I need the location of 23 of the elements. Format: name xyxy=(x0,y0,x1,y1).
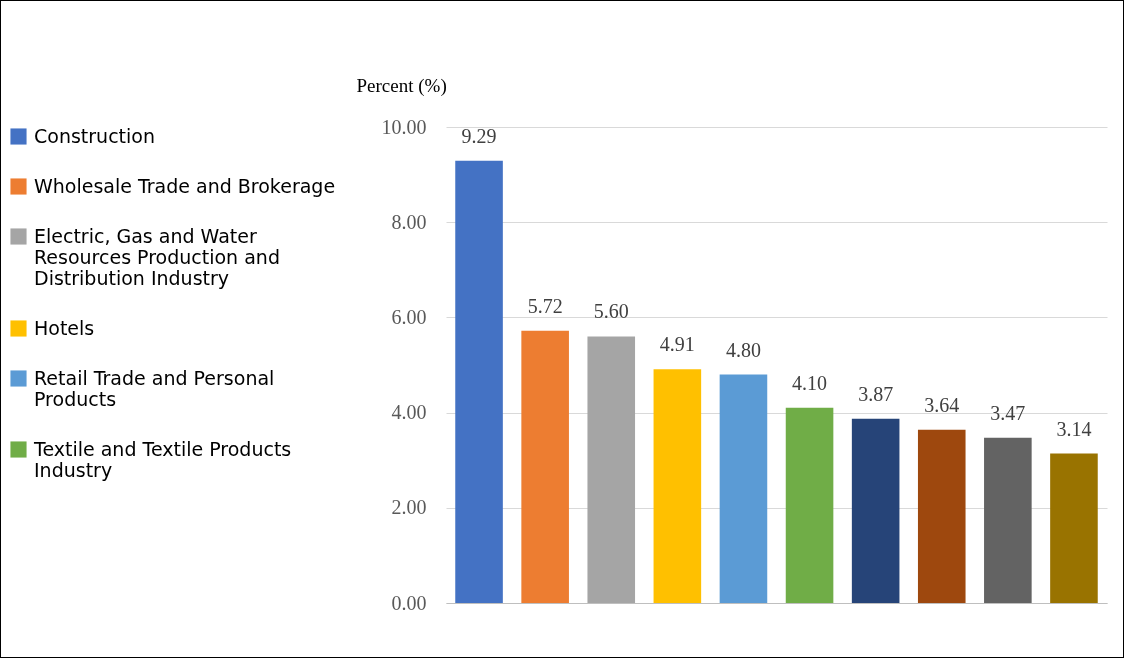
data-label: 5.72 xyxy=(527,294,563,317)
legend-label: Construction xyxy=(34,124,155,147)
y-tick-label: 6.00 xyxy=(391,305,427,328)
data-label: 4.91 xyxy=(659,333,695,356)
legend-label: Electric, Gas and Water Resources Production and Distribution Industry xyxy=(34,224,280,289)
data-label: 3.14 xyxy=(1056,417,1092,440)
legend-label: Wholesale Trade and Brokerage xyxy=(34,174,336,197)
legend-label: Textile and Textile Products Industry xyxy=(33,437,292,481)
data-label: 5.60 xyxy=(593,300,629,323)
y-axis-title: Percent (%) xyxy=(356,74,447,97)
data-label: 4.10 xyxy=(792,371,828,394)
y-tick-label: 0.00 xyxy=(391,591,427,614)
y-tick-label: 10.00 xyxy=(381,115,427,138)
y-tick-label: 2.00 xyxy=(391,496,427,519)
legend-label: Retail Trade and Personal Products xyxy=(34,366,275,410)
y-tick-label: 8.00 xyxy=(391,210,427,233)
data-label: 9.29 xyxy=(461,124,497,147)
data-label: 3.87 xyxy=(858,382,894,405)
data-label: 3.47 xyxy=(990,401,1026,424)
data-label: 3.64 xyxy=(924,393,960,416)
data-label: 4.80 xyxy=(725,338,761,361)
legend-label: Hotels xyxy=(34,316,95,339)
y-tick-label: 4.00 xyxy=(391,401,427,424)
